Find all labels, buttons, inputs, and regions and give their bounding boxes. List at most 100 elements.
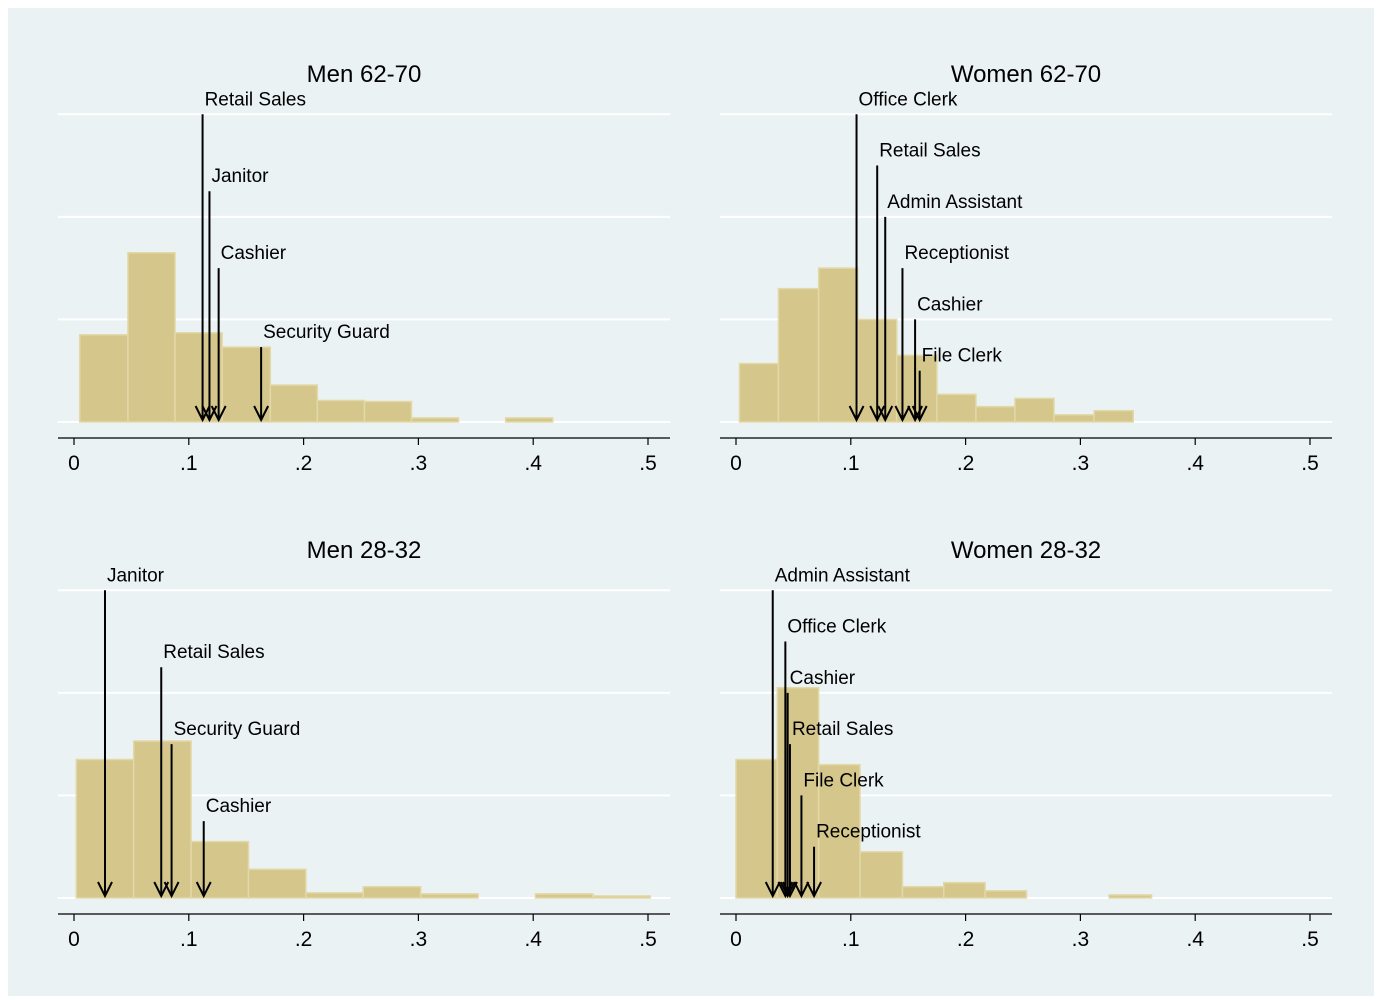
histogram-bar — [738, 362, 780, 423]
x-tick-label: .3 — [1072, 452, 1090, 475]
histogram-bar — [174, 332, 223, 423]
histogram-bar — [592, 895, 652, 899]
histogram-bar — [504, 417, 554, 423]
x-tick-label: .3 — [1072, 928, 1090, 951]
annotation-label: Cashier — [790, 668, 856, 689]
x-tick-label: .1 — [180, 928, 198, 951]
x-tick-label: .5 — [1301, 928, 1319, 951]
arrow-head — [210, 405, 227, 423]
annotation-label: Retail Sales — [879, 141, 980, 162]
x-tick-label: .4 — [524, 452, 542, 475]
annotation-label: Cashier — [206, 796, 272, 817]
annotation-label: Admin Assistant — [887, 192, 1023, 213]
histogram-bar — [776, 686, 820, 899]
histogram-chart: 0 .1 .2 .3 .4 .5 Retail Sales Janitor Cashier Sec… — [58, 89, 670, 475]
histogram-bar — [410, 417, 460, 423]
annotation-label: Security Guard — [174, 719, 301, 740]
histogram-chart: 0 .1 .2 .3 .4 .5 Admin Assistant Office Clerk Ca… — [720, 565, 1332, 951]
panel-title: Women 28-32 — [950, 537, 1102, 564]
arrow-head — [764, 881, 781, 899]
histogram-bar — [316, 399, 366, 423]
arrow-head — [806, 881, 822, 899]
histogram-bar — [363, 400, 413, 423]
histogram-bar — [901, 885, 945, 899]
annotation-label: Retail Sales — [792, 719, 893, 740]
annotation-label: Office Clerk — [859, 89, 958, 110]
x-tick-label: .5 — [1301, 452, 1319, 475]
arrow-head — [877, 405, 894, 423]
histogram-bar — [1093, 409, 1134, 423]
arrow-head — [848, 405, 865, 423]
annotation-label: Security Guard — [263, 322, 390, 343]
panel-title: Women 62-70 — [950, 61, 1102, 88]
histogram-chart: 0 .1 .2 .3 .4 .5 Office Clerk Retail Sales Admin… — [720, 89, 1332, 475]
x-tick-label: .2 — [957, 452, 975, 475]
x-tick-label: 0 — [730, 928, 742, 951]
histogram-bar — [1053, 414, 1095, 423]
arrow-head — [782, 881, 798, 899]
x-tick-label: 0 — [68, 452, 80, 475]
x-tick-label: .2 — [295, 452, 313, 475]
arrow-head — [869, 405, 886, 423]
arrow-head — [793, 881, 810, 899]
annotation-label: Janitor — [211, 166, 269, 187]
panel-title: Men 62-70 — [306, 61, 422, 88]
arrow-head — [194, 405, 211, 423]
x-tick-label: .4 — [1186, 928, 1204, 951]
histogram-bar — [247, 868, 307, 899]
x-tick-label: .2 — [957, 928, 975, 951]
x-tick-label: .1 — [842, 928, 860, 951]
annotation-label: Cashier — [917, 294, 983, 315]
histogram-bar — [1014, 397, 1055, 423]
histogram-bar — [975, 405, 1016, 423]
annotation-label: Admin Assistant — [775, 565, 911, 586]
panel-title: Men 28-32 — [306, 537, 422, 564]
x-tick-label: .3 — [410, 928, 428, 951]
histogram-bar — [78, 334, 129, 423]
histogram-bar — [777, 287, 820, 423]
x-tick-label: .1 — [180, 452, 198, 475]
histogram-bar — [127, 251, 176, 423]
annotation-label: Cashier — [221, 243, 287, 264]
arrow-head — [894, 405, 911, 423]
histogram-bar — [269, 384, 319, 423]
histogram-bar — [817, 267, 859, 423]
histogram-bar — [419, 893, 479, 899]
arrow-head — [779, 881, 796, 899]
x-tick-label: .1 — [842, 452, 860, 475]
annotation-label: Retail Sales — [205, 89, 306, 110]
histogram-bar — [984, 890, 1028, 899]
x-tick-label: 0 — [68, 928, 80, 951]
x-tick-label: .4 — [1186, 452, 1204, 475]
histogram-bar — [534, 893, 594, 899]
arrow-head — [911, 405, 928, 423]
annotation-label: Receptionist — [904, 243, 1009, 264]
arrow-head — [97, 881, 113, 899]
arrow-head — [195, 881, 212, 899]
annotation-label: Receptionist — [816, 822, 921, 843]
x-tick-label: .3 — [410, 452, 428, 475]
annotation-label: File Clerk — [803, 770, 884, 791]
histogram-bar — [943, 881, 986, 899]
annotation-label: Office Clerk — [787, 617, 886, 638]
x-tick-label: .5 — [639, 452, 657, 475]
arrow-head — [163, 881, 180, 899]
x-tick-label: .4 — [524, 928, 542, 951]
x-tick-label: 0 — [730, 452, 742, 475]
histogram-bar — [1108, 894, 1153, 899]
histogram-bar — [859, 851, 904, 899]
histogram-bar — [221, 346, 272, 423]
annotation-label: File Clerk — [922, 346, 1003, 367]
histogram-chart: 0 .1 .2 .3 .4 .5 Janitor Retail Sales Security G… — [58, 565, 670, 951]
histogram-bar — [132, 740, 192, 899]
annotation-label: Janitor — [107, 565, 165, 586]
arrow-head — [253, 405, 270, 423]
histogram-bar — [735, 758, 779, 899]
histogram-bar — [817, 763, 861, 899]
histogram-bar — [362, 885, 422, 899]
figure: Men 62-70 0 .1 .2 .3 .4 .5 Retail Sales Janitor… — [8, 8, 1374, 996]
histogram-bar — [305, 892, 365, 899]
histogram-bar — [936, 393, 977, 423]
x-tick-label: .5 — [639, 928, 657, 951]
annotation-label: Retail Sales — [163, 642, 264, 663]
